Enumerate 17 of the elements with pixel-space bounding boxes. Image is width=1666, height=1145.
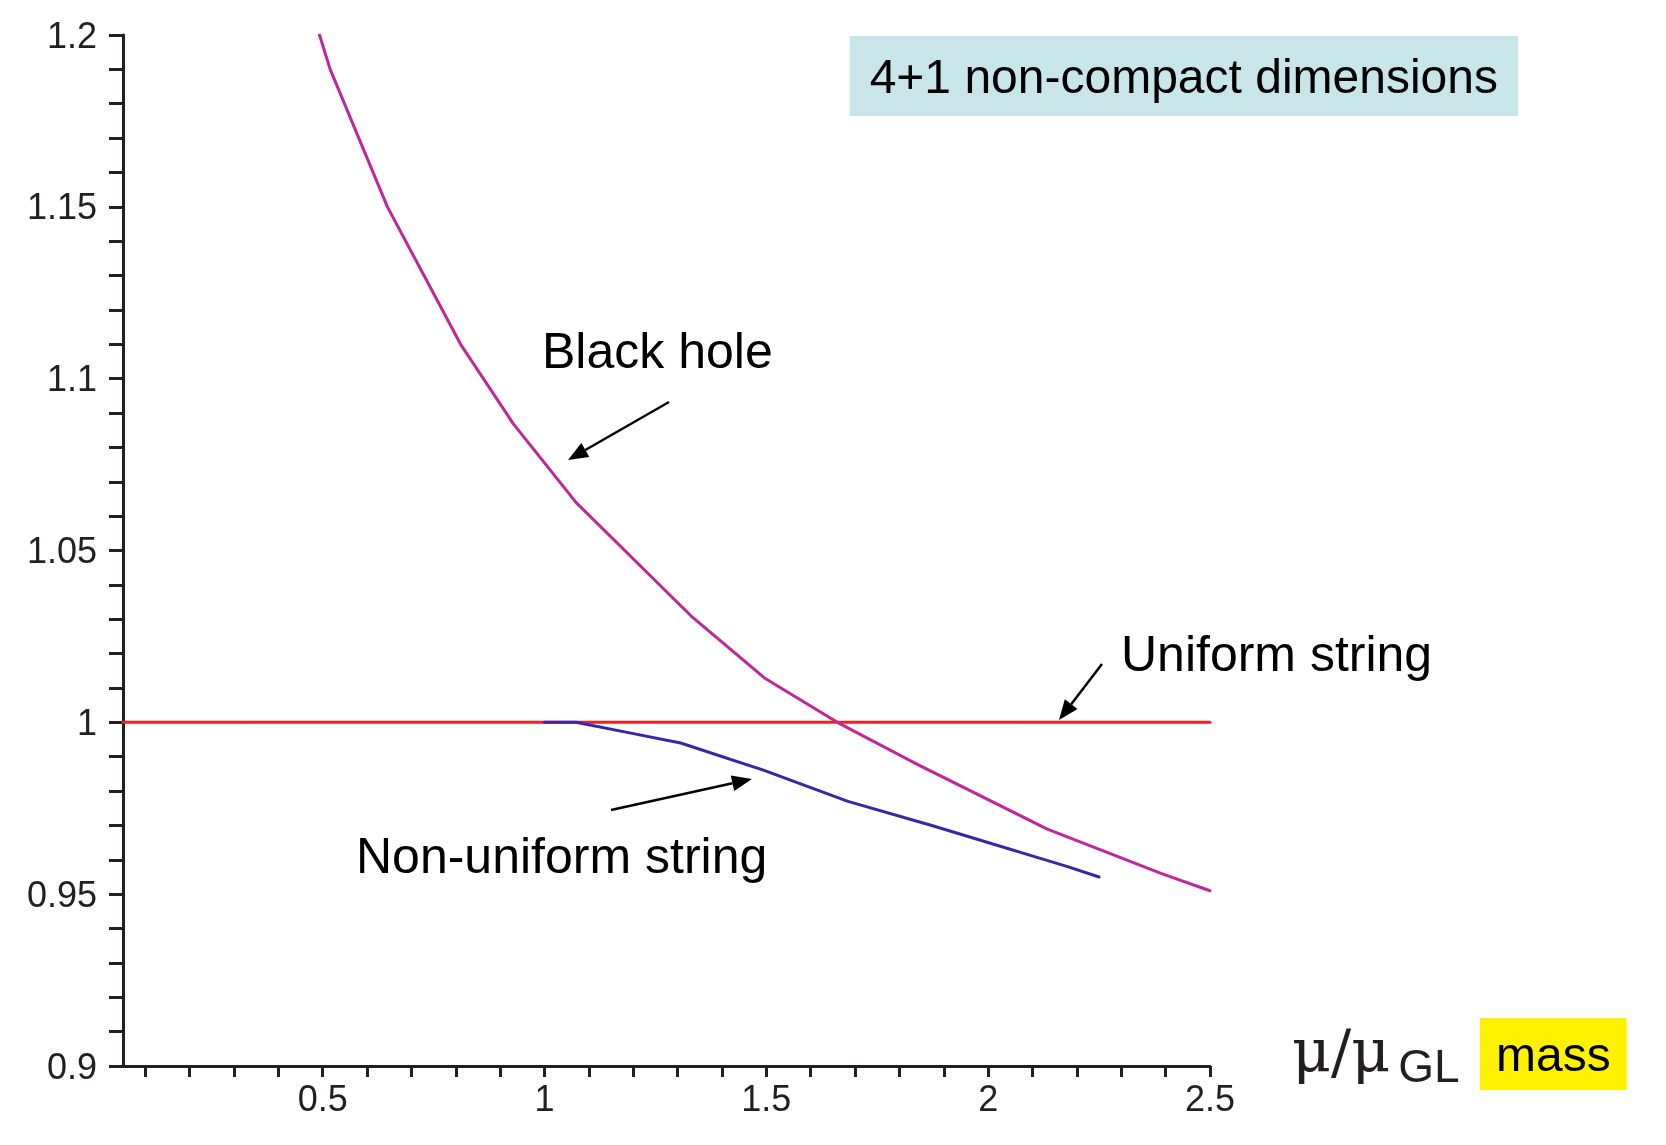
x-tick-label: 2.5 <box>1184 1077 1236 1119</box>
x-tick-label: 1 <box>534 1077 555 1119</box>
x-tick-label: 1.5 <box>741 1077 792 1119</box>
text: mass <box>1496 1027 1611 1081</box>
y-tick-label: 1 <box>76 701 97 743</box>
annotation: Non-uniform string <box>356 828 768 884</box>
x-tick-label: 0.5 <box>297 1077 348 1119</box>
y-tick-label: 0.95 <box>26 873 97 915</box>
y-tick-label: 1.05 <box>26 530 97 571</box>
annotation: Uniform string <box>1121 626 1433 682</box>
y-tick-label: 1.1 <box>46 358 97 400</box>
y-tick-label: 1.15 <box>26 186 97 228</box>
chart-title: 4+1 non-compact dimensions <box>869 49 1498 103</box>
annotation: Black hole <box>542 323 773 379</box>
x-tick-label: 2 <box>978 1077 999 1119</box>
y-tick-label: 0.9 <box>46 1045 97 1087</box>
y-tick-label: 1.2 <box>46 14 97 56</box>
